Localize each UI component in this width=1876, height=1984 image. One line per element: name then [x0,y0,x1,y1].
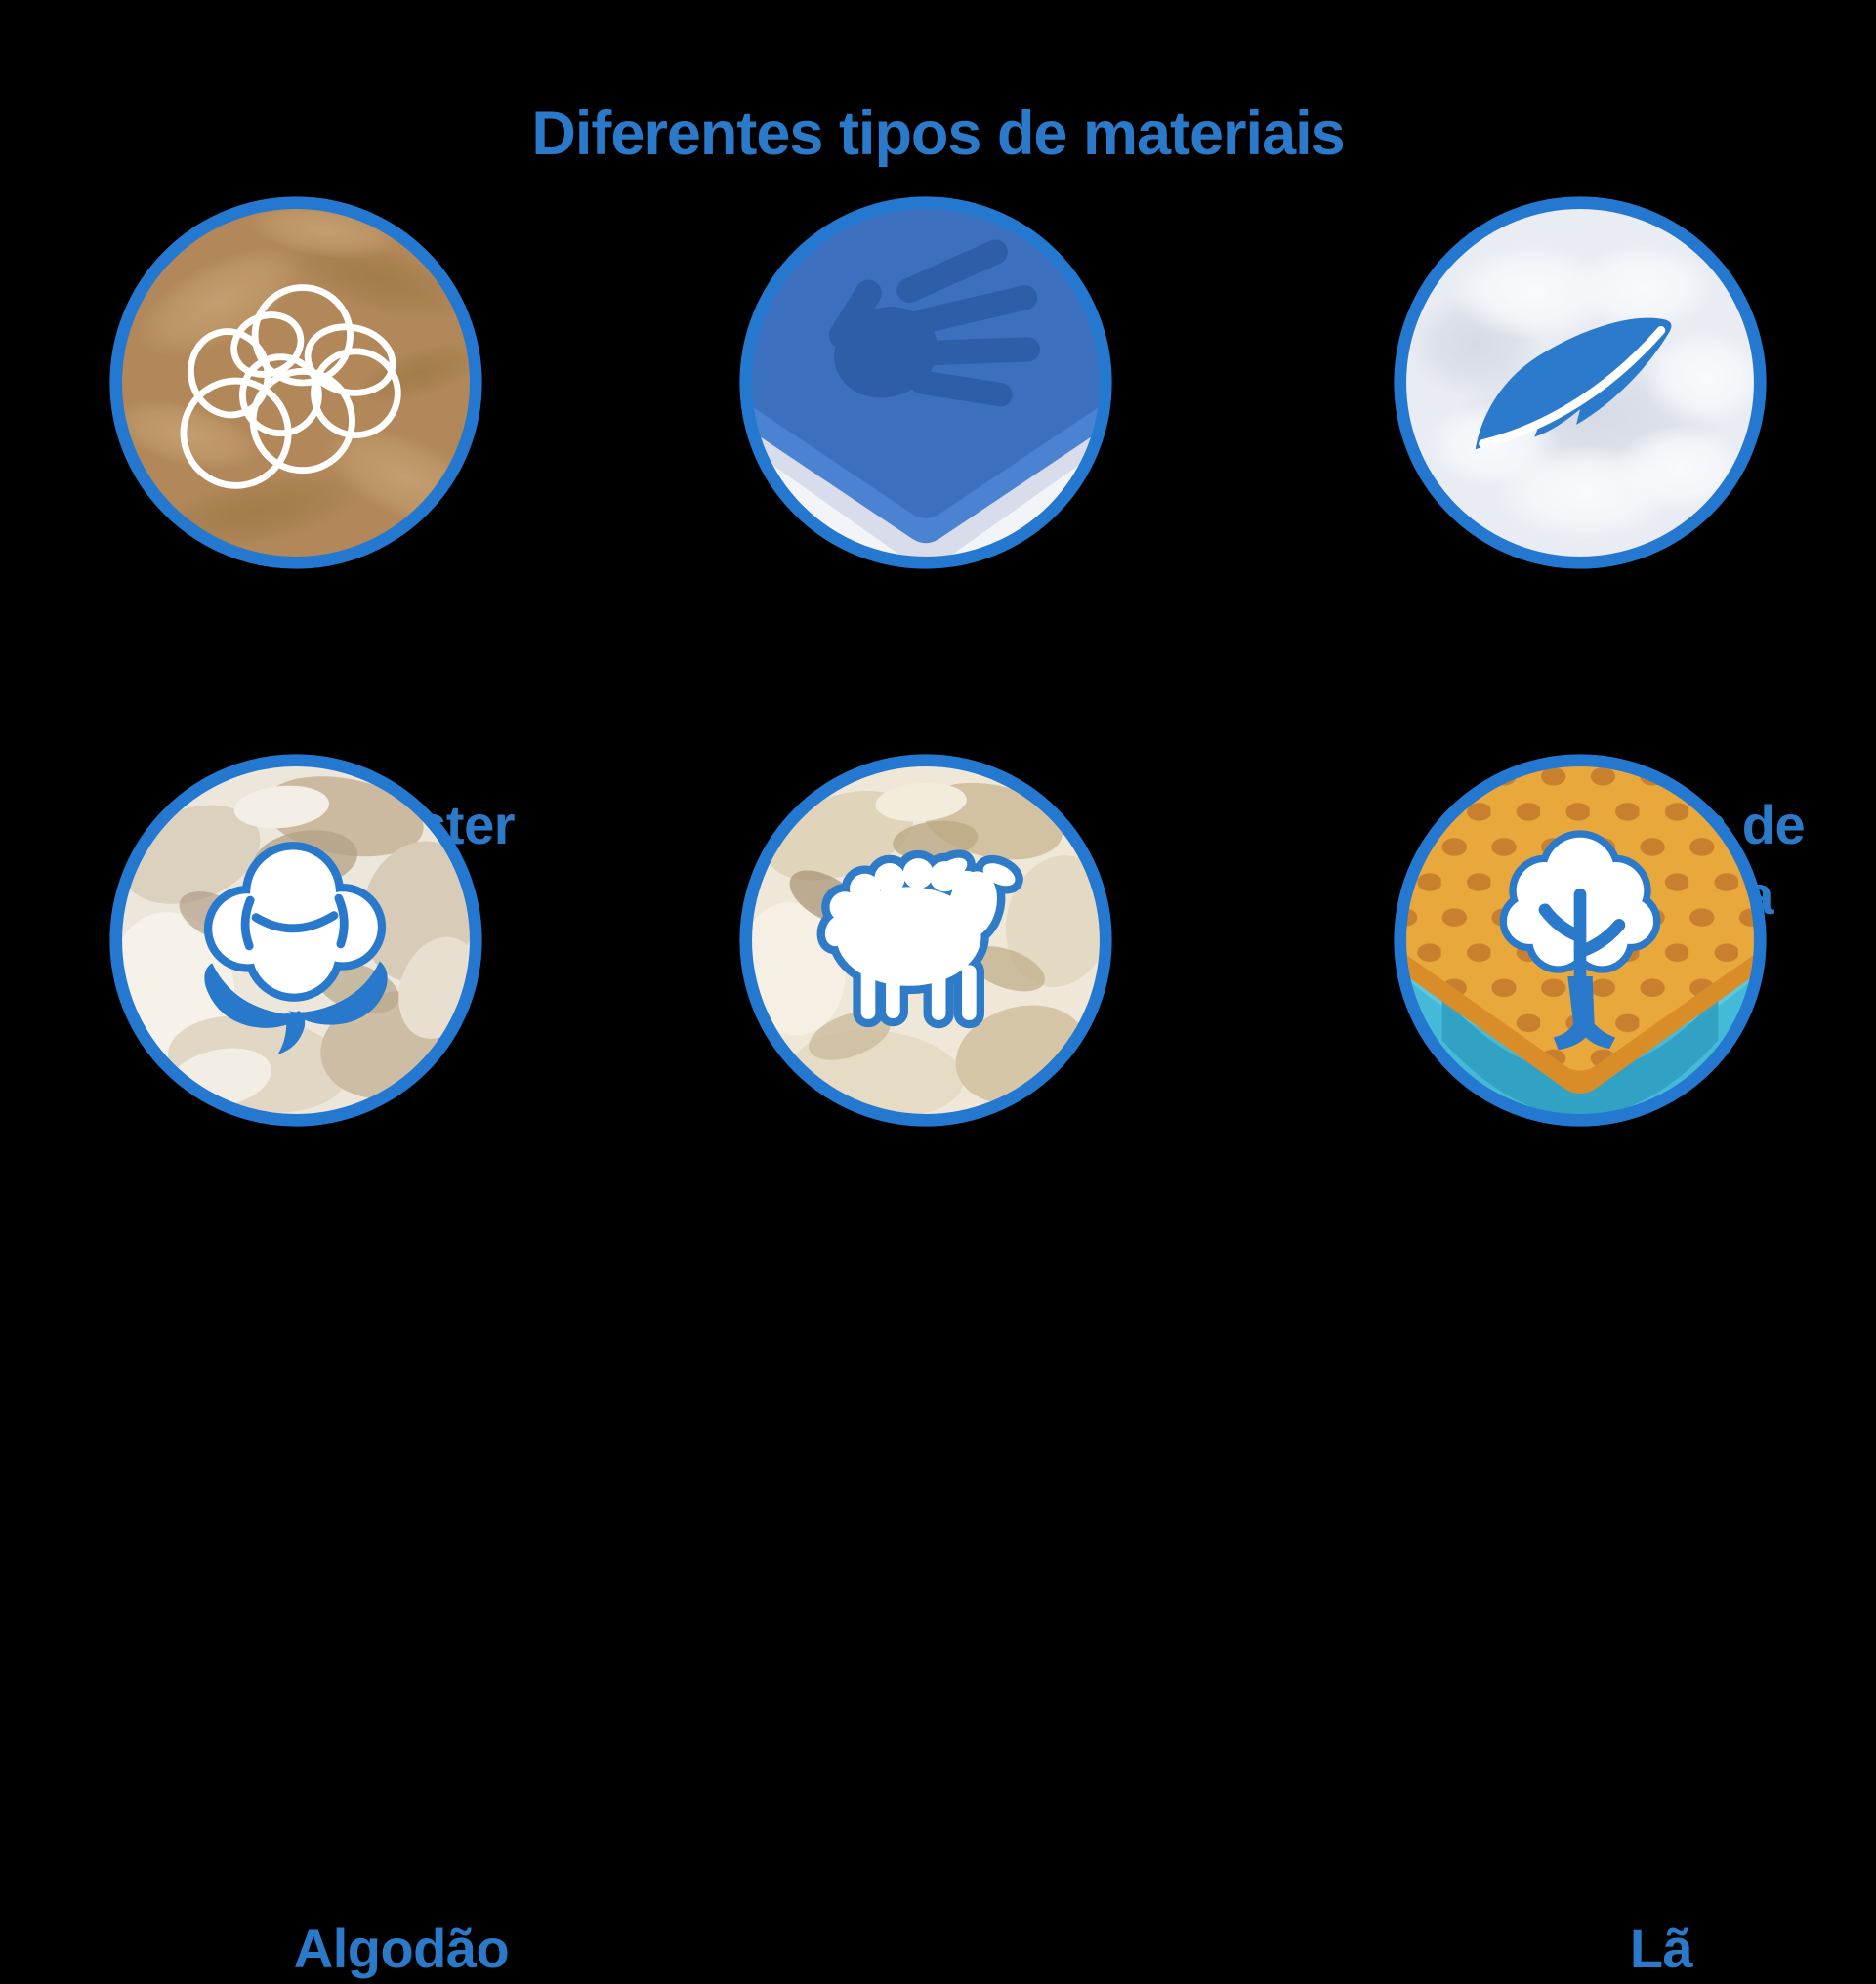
latex-tree-icon [1394,754,1767,1127]
infographic-canvas: Diferentes tipos de materiais [105,100,1806,1979]
cotton-flower-glyph [204,849,388,1054]
circle-border [109,754,482,1127]
material-card-latex: Látex [1390,750,1771,1131]
material-card-feathers: Penas e Plumas [1390,192,1771,573]
cotton-boll-icon [109,754,482,1127]
hand-imprint [828,239,1040,407]
memory-foam-hand-icon [739,196,1112,569]
page-title: Diferentes tipos de materiais [531,100,1345,169]
circle-border [739,754,1112,1127]
circle-border [109,196,482,569]
tree-glyph [1507,838,1653,1051]
material-label-wool: Lã [1629,1918,1693,1979]
material-card-polyester: Poliéster [105,192,516,855]
circle-border [739,196,1112,569]
tangled-fibers [180,284,401,489]
material-card-cotton: Algodão [105,750,510,1979]
latex-teal-shadow [1441,995,1719,1115]
polyester-fibers-icon [109,196,482,569]
sheep-icon [739,754,1112,1127]
material-label-cotton: Algodão [293,1918,510,1979]
feather-glyph [1475,317,1672,450]
circle-border [1394,754,1767,1127]
tree-trunk [1553,976,1616,1051]
feather-quill [1479,325,1666,448]
material-card-memory-foam: Espuma de memória [735,192,1806,926]
material-card-wool: Lã [735,750,1693,1979]
feather-icon [1394,196,1767,569]
circle-border [1394,196,1767,569]
